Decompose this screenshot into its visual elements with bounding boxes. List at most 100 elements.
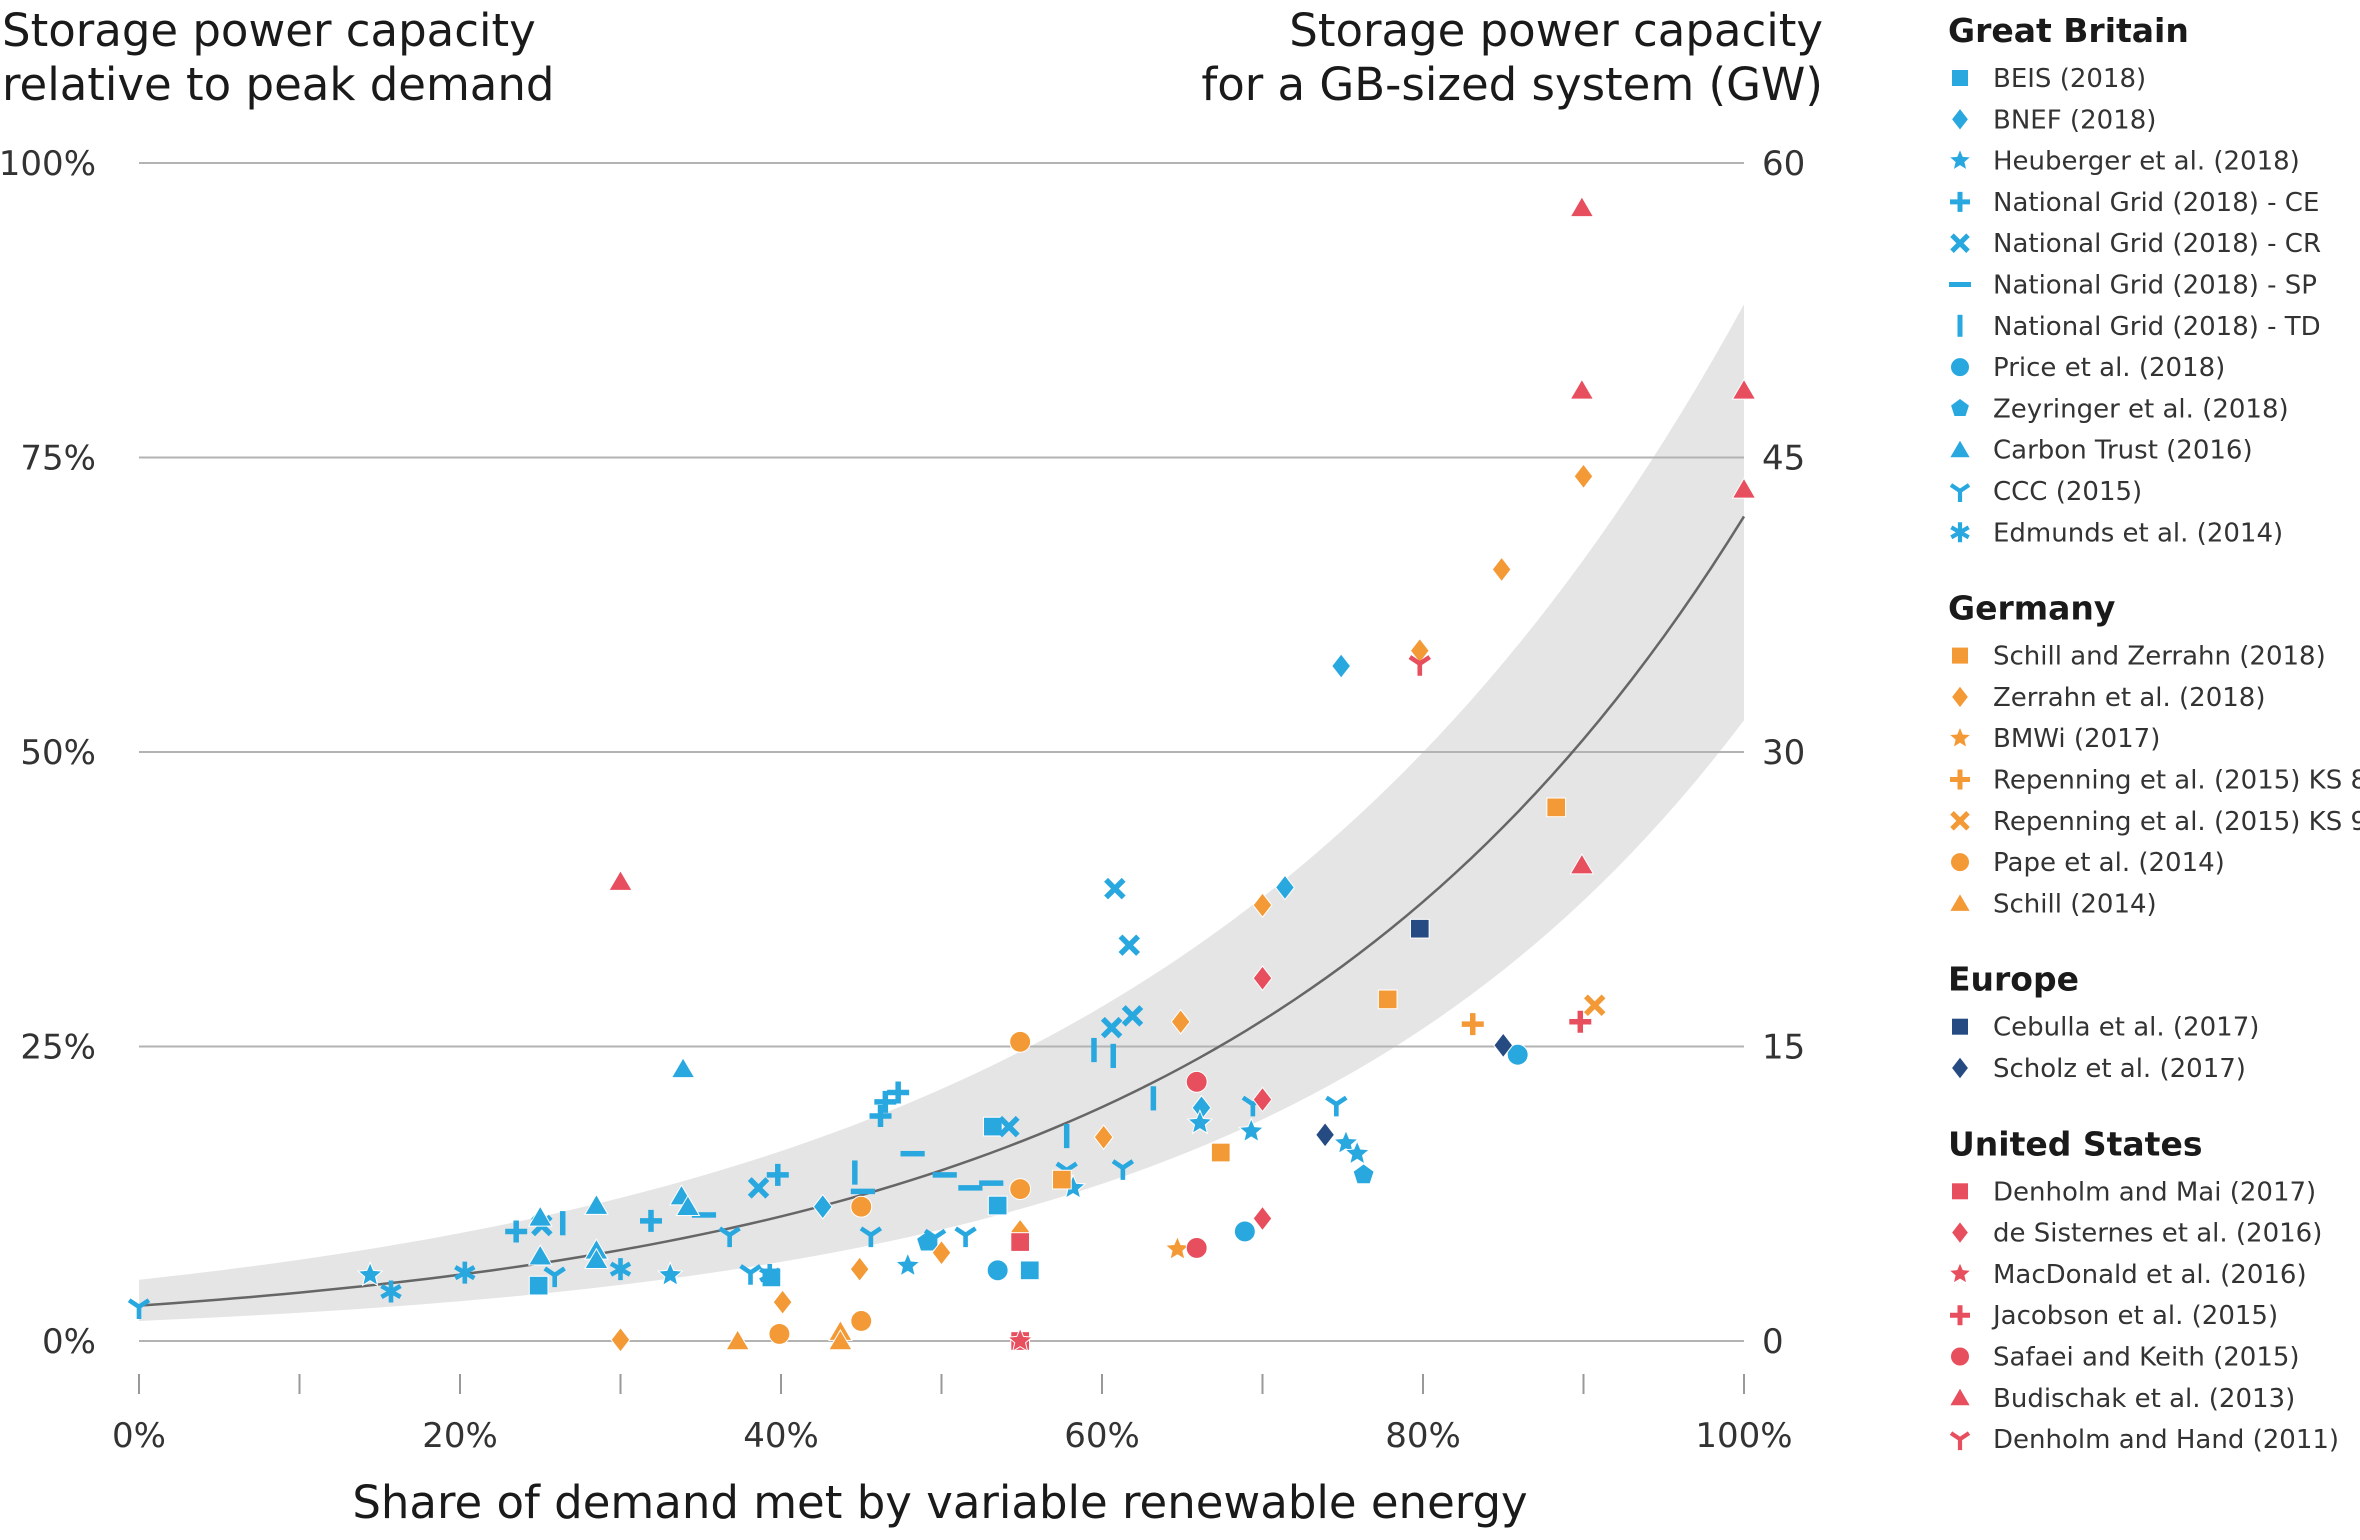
legend-item: BEIS (2018)	[1951, 64, 2146, 94]
data-point-triangle	[1569, 195, 1595, 218]
data-point-triangle	[1731, 378, 1757, 400]
right-axis-title-line-2: for a GB-sized system (GW)	[1201, 58, 1823, 111]
legend-item-label: National Grid (2018) - CE	[1993, 188, 2319, 218]
legend-item: Price et al. (2018)	[1950, 353, 2225, 383]
data-point-diamond	[849, 1256, 870, 1283]
data-point-triangle	[584, 1247, 609, 1270]
legend-item-label: Price et al. (2018)	[1993, 353, 2225, 383]
data-point-y	[739, 1264, 762, 1285]
square-icon	[1951, 69, 1969, 87]
square-icon	[1951, 1182, 1969, 1201]
legend-group-heading: Germany	[1948, 589, 2115, 628]
legend-item: CCC (2015)	[1949, 477, 2142, 507]
legend-item-label: Carbon Trust (2016)	[1993, 436, 2253, 466]
data-point-circle	[850, 1195, 873, 1218]
data-point-square	[528, 1275, 549, 1296]
data-point-cross	[998, 1115, 1020, 1138]
legend-item: Schill and Zerrahn (2018)	[1951, 642, 2326, 672]
plus-icon	[1950, 1305, 1970, 1326]
data-point-cross	[1118, 934, 1141, 956]
data-point-plus	[1461, 1013, 1484, 1036]
triangle-icon	[1948, 1386, 1972, 1407]
data-point-plus	[766, 1163, 789, 1186]
asterisk-icon	[1950, 522, 1970, 543]
data-point-diamond	[1252, 892, 1273, 919]
data-point-star	[1237, 1117, 1265, 1143]
data-point-diamond	[1093, 1124, 1114, 1151]
x-tick-label: 0%	[112, 1416, 166, 1456]
legend-item: Jacobson et al. (2015)	[1950, 1301, 2278, 1331]
legend-item-label: Denholm and Mai (2017)	[1993, 1177, 2316, 1207]
y-tick-label: 25%	[20, 1028, 96, 1068]
star-icon	[1947, 147, 1973, 171]
data-point-dash	[958, 1185, 983, 1191]
plus-icon	[1950, 191, 1970, 212]
diamond-icon	[1950, 107, 1970, 132]
data-point-dash	[900, 1150, 925, 1157]
data-point-y	[1111, 1159, 1135, 1180]
data-point-diamond	[1252, 1205, 1273, 1232]
data-point-dash	[932, 1172, 957, 1178]
data-point-y	[1408, 655, 1431, 676]
data-point-plus	[887, 1081, 910, 1104]
data-point-asterisk	[454, 1261, 476, 1284]
legend-item-label: Zeyringer et al. (2018)	[1993, 394, 2289, 424]
triangle-icon	[1948, 892, 1972, 912]
legend-item-label: de Sisternes et al. (2016)	[1993, 1219, 2322, 1249]
data-point-asterisk	[759, 1264, 781, 1287]
plus-icon	[1950, 769, 1970, 790]
data-point-bar	[1110, 1043, 1116, 1069]
data-point-bar	[852, 1160, 858, 1185]
circle-icon	[1950, 852, 1970, 873]
data-point-triangle	[527, 1244, 553, 1266]
data-point-asterisk	[380, 1280, 402, 1303]
data-point-star	[1343, 1139, 1371, 1165]
data-point-dash	[979, 1180, 1004, 1186]
legend-item: de Sisternes et al. (2016)	[1950, 1219, 2322, 1249]
legend-group-heading: Great Britain	[1948, 11, 2189, 50]
legend-item: National Grid (2018) - CR	[1950, 229, 2321, 259]
data-point-star	[656, 1261, 684, 1287]
diamond-icon	[1950, 1056, 1970, 1080]
data-point-circle	[1009, 1178, 1032, 1200]
data-point-bar	[1063, 1123, 1070, 1149]
cross-icon	[1950, 811, 1970, 831]
data-point-cross	[1100, 1016, 1123, 1039]
data-point-diamond	[610, 1326, 631, 1353]
data-points-layer	[127, 195, 1757, 1353]
legend-item-label: Repenning et al. (2015) KS 80	[1993, 766, 2360, 796]
y-tick-label: 75%	[20, 439, 96, 479]
legend-item-label: Safaei and Keith (2015)	[1993, 1343, 2300, 1373]
legend-item: Schill (2014)	[1948, 889, 2157, 919]
data-point-triangle	[608, 869, 633, 891]
legend-group-heading: Europe	[1948, 960, 2079, 999]
legend-item: Scholz et al. (2017)	[1950, 1054, 2246, 1084]
legend-item: Repenning et al. (2015) KS 95	[1950, 807, 2360, 837]
legend-item-label: Edmunds et al. (2014)	[1993, 518, 2283, 548]
data-point-diamond	[812, 1193, 833, 1220]
square-icon	[1951, 1017, 1969, 1036]
square-icon	[1951, 646, 1969, 665]
data-point-square	[1377, 989, 1398, 1010]
legend: Great Britain BEIS (2018) BNEF (2018) Heube…	[1947, 11, 2360, 1455]
data-point-y	[859, 1226, 883, 1248]
data-point-plus	[1569, 1010, 1592, 1033]
legend-item: BMWi (2017)	[1947, 724, 2160, 754]
legend-item-label: Heuberger et al. (2018)	[1993, 147, 2300, 177]
legend-item: Pape et al. (2014)	[1950, 848, 2225, 878]
legend-item: Denholm and Hand (2011)	[1949, 1425, 2339, 1455]
y2-tick-label: 15	[1762, 1028, 1805, 1068]
data-point-diamond	[1170, 1008, 1191, 1035]
legend-item-label: National Grid (2018) - SP	[1993, 271, 2317, 301]
data-point-triangle	[827, 1329, 853, 1351]
trend-line-layer	[138, 515, 1746, 1307]
trend-band	[139, 304, 1744, 1321]
data-point-bar	[1150, 1086, 1157, 1111]
data-point-plus	[639, 1209, 662, 1232]
x-tick-label: 20%	[422, 1416, 498, 1456]
data-point-diamond	[1252, 965, 1273, 992]
data-point-y	[718, 1226, 741, 1248]
legend-item-label: Zerrahn et al. (2018)	[1993, 683, 2265, 713]
data-point-asterisk	[609, 1258, 632, 1281]
legend-item: Safaei and Keith (2015)	[1950, 1343, 2300, 1373]
